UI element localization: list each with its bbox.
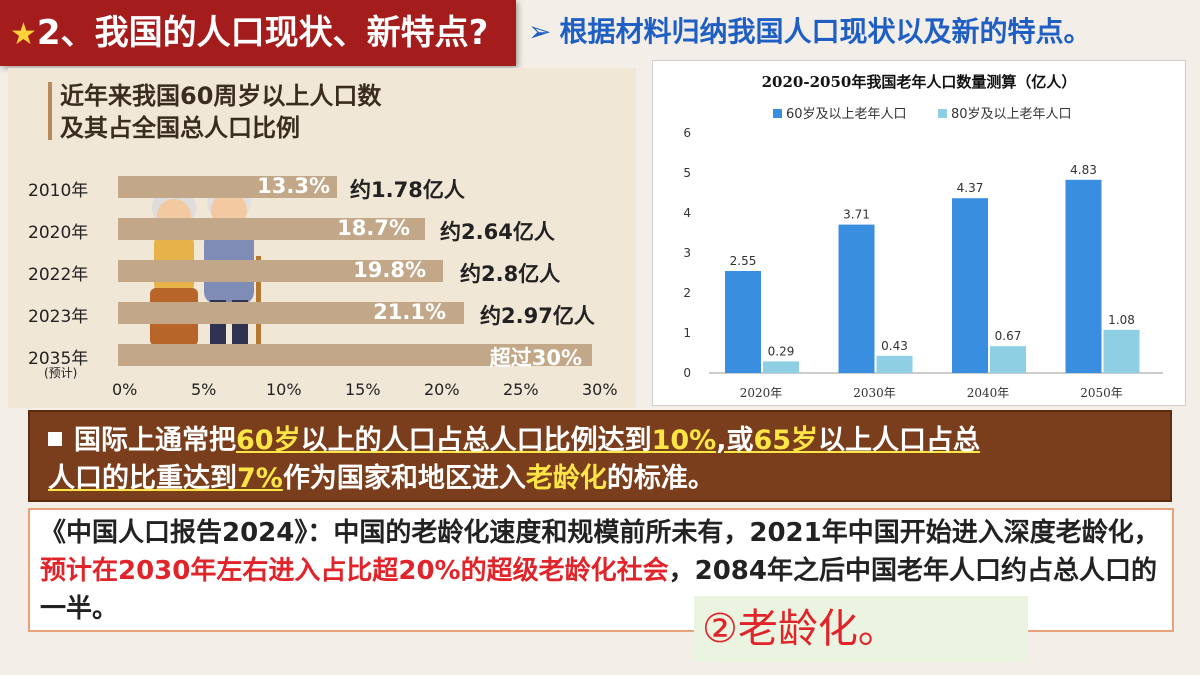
percent-label: 13.3% [257,174,330,198]
y-tick-label: 6 [683,126,691,140]
amount-label: 约2.64亿人 [440,220,555,244]
value-label: 4.83 [1070,163,1097,177]
value-label: 2.55 [730,254,757,268]
amount-label: 约2.8亿人 [460,262,561,286]
banner-highlight: 10% [651,425,717,456]
percent-label: 18.7% [337,216,410,240]
percent-bar [118,260,443,282]
bar [1103,329,1140,373]
banner-text: 人口的比重达到 [48,463,237,494]
forecast-note: (预计) [44,366,78,380]
bar [990,346,1026,373]
quote-text: ，2084年之后中国老年人口约占总人口的一半。 [40,556,1157,624]
title-accent-bar [48,82,52,140]
y-tick-label: 5 [683,166,691,180]
bar [1065,179,1102,373]
elderly-population-figure: 近年来我国60周岁以上人口数 及其占全国总人口比例 2010年 13.3% 约1… [8,68,636,408]
banner-line2: 人口的比重达到7%作为国家和地区进入老龄化的标准。 [48,460,1152,498]
value-label: 1.08 [1108,313,1135,327]
x-tick: 15% [345,380,381,399]
y-tick-label: 0 [683,366,691,380]
x-tick: 5% [191,380,217,399]
x-tick-label: 2050年 [1080,386,1123,400]
slide-title-text: 2、我国的人口现状、新特点? [36,13,489,53]
value-label: 0.29 [768,344,795,358]
aging-standard-banner: 国际上通常把60岁以上的人口占总人口比例达到10%,或65岁以上人口占总 人口的… [28,410,1172,502]
x-tick: 25% [503,380,539,399]
legend-swatch [938,109,947,118]
bar [952,198,988,373]
conclusion-label: ②老龄化。 [694,596,1028,662]
figure-title-line2: 及其占全国总人口比例 [60,114,300,142]
slide-title: ★2、我国的人口现状、新特点? [0,0,516,66]
value-label: 0.67 [995,329,1022,343]
year-label: 2022年 [28,265,89,285]
banner-text: ,或 [716,425,754,456]
year-label: 2023年 [28,307,89,327]
x-tick-label: 2030年 [853,386,896,400]
figure-title-line1: 近年来我国60周岁以上人口数 [60,82,382,110]
amount-label: 约1.78亿人 [350,178,465,202]
y-tick-label: 4 [683,206,691,220]
value-label: 4.37 [957,181,984,195]
x-tick: 10% [266,380,302,399]
percent-label: 21.1% [373,300,446,324]
year-label: 2010年 [28,181,89,201]
banner-highlight: 65岁 [753,425,819,456]
elderly-projection-chart-panel: 2020-2050年我国老年人口数量测算（亿人） 60岁及以上老年人口 80岁及以上… [652,60,1186,406]
y-tick-label: 2 [683,286,691,300]
x-tick-label: 2020年 [740,386,783,400]
percent-label: 19.8% [353,258,426,282]
year-label: 2020年 [28,223,89,243]
percent-bar [118,302,464,324]
legend-label: 60岁及以上老年人口 [786,107,907,122]
value-label: 0.43 [881,339,908,353]
legend-label: 80岁及以上老年人口 [951,107,1072,122]
banner-text: 国际上通常把 [74,425,236,456]
banner-highlight: 7% [237,463,283,494]
quote-text: 《中国人口报告2024》：中国的老龄化速度和规模前所未有，2021年中国开始进入… [40,518,1160,548]
y-tick-label: 1 [683,326,691,340]
bar [838,224,875,373]
banner-highlight: 老龄化 [525,463,607,494]
slide-subtitle-text: 根据材料归纳我国人口现状以及新的特点。 [559,15,1092,48]
x-tick: 0% [112,380,138,399]
bar [725,271,761,373]
arrow-icon: ➢ [528,15,552,48]
banner-text: 以上人口占总 [818,425,981,456]
chart-title: 2020-2050年我国老年人口数量测算（亿人） [762,73,1077,91]
percent-bar [118,176,337,198]
percent-bar [118,218,425,240]
bar [763,361,799,373]
figure-title: 近年来我国60周岁以上人口数 及其占全国总人口比例 [60,80,480,144]
x-tick: 20% [424,380,460,399]
banner-text: 以上的人口占总人口比例达到 [300,425,652,456]
banner-line1: 国际上通常把60岁以上的人口占总人口比例达到10%,或65岁以上人口占总 [48,422,1152,460]
square-bullet-icon [48,431,62,446]
x-tick: 30% [582,380,618,399]
legend-swatch [773,109,782,118]
banner-text: 的标准。 [606,463,715,494]
banner-text: 作为国家和地区进入 [282,463,526,494]
x-tick-label: 2040年 [967,386,1010,400]
banner-highlight: 60岁 [236,425,301,456]
value-label: 3.71 [843,208,870,222]
y-tick-label: 3 [683,246,691,260]
star-icon: ★ [10,17,37,52]
year-label: 2035年 [28,349,89,369]
elderly-projection-chart: 2020-2050年我国老年人口数量测算（亿人） 60岁及以上老年人口 80岁及以上… [683,73,1163,400]
slide-subtitle: ➢ 根据材料归纳我国人口现状以及新的特点。 [528,10,1091,50]
bar [876,355,913,373]
percent-bar [118,344,592,366]
percent-label: 超过30% [489,346,582,370]
quote-highlight: 预计在2030年左右进入占比超20%的超级老龄化社会 [40,556,669,586]
amount-label: 约2.97亿人 [480,304,595,328]
